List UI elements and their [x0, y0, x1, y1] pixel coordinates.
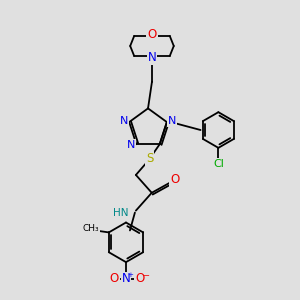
Text: O: O — [147, 28, 157, 40]
Text: N: N — [122, 272, 130, 286]
Text: Cl: Cl — [213, 159, 224, 169]
Text: CH₃: CH₃ — [83, 224, 99, 233]
Text: −: − — [142, 272, 149, 280]
Text: O: O — [110, 272, 119, 286]
Text: O: O — [170, 173, 179, 186]
Text: +: + — [127, 272, 133, 278]
Text: N: N — [127, 140, 136, 150]
Text: O: O — [135, 272, 145, 286]
Text: HN: HN — [113, 208, 129, 218]
Text: S: S — [146, 152, 153, 165]
Text: N: N — [168, 116, 176, 126]
Text: N: N — [148, 51, 156, 64]
Text: N: N — [120, 116, 128, 126]
